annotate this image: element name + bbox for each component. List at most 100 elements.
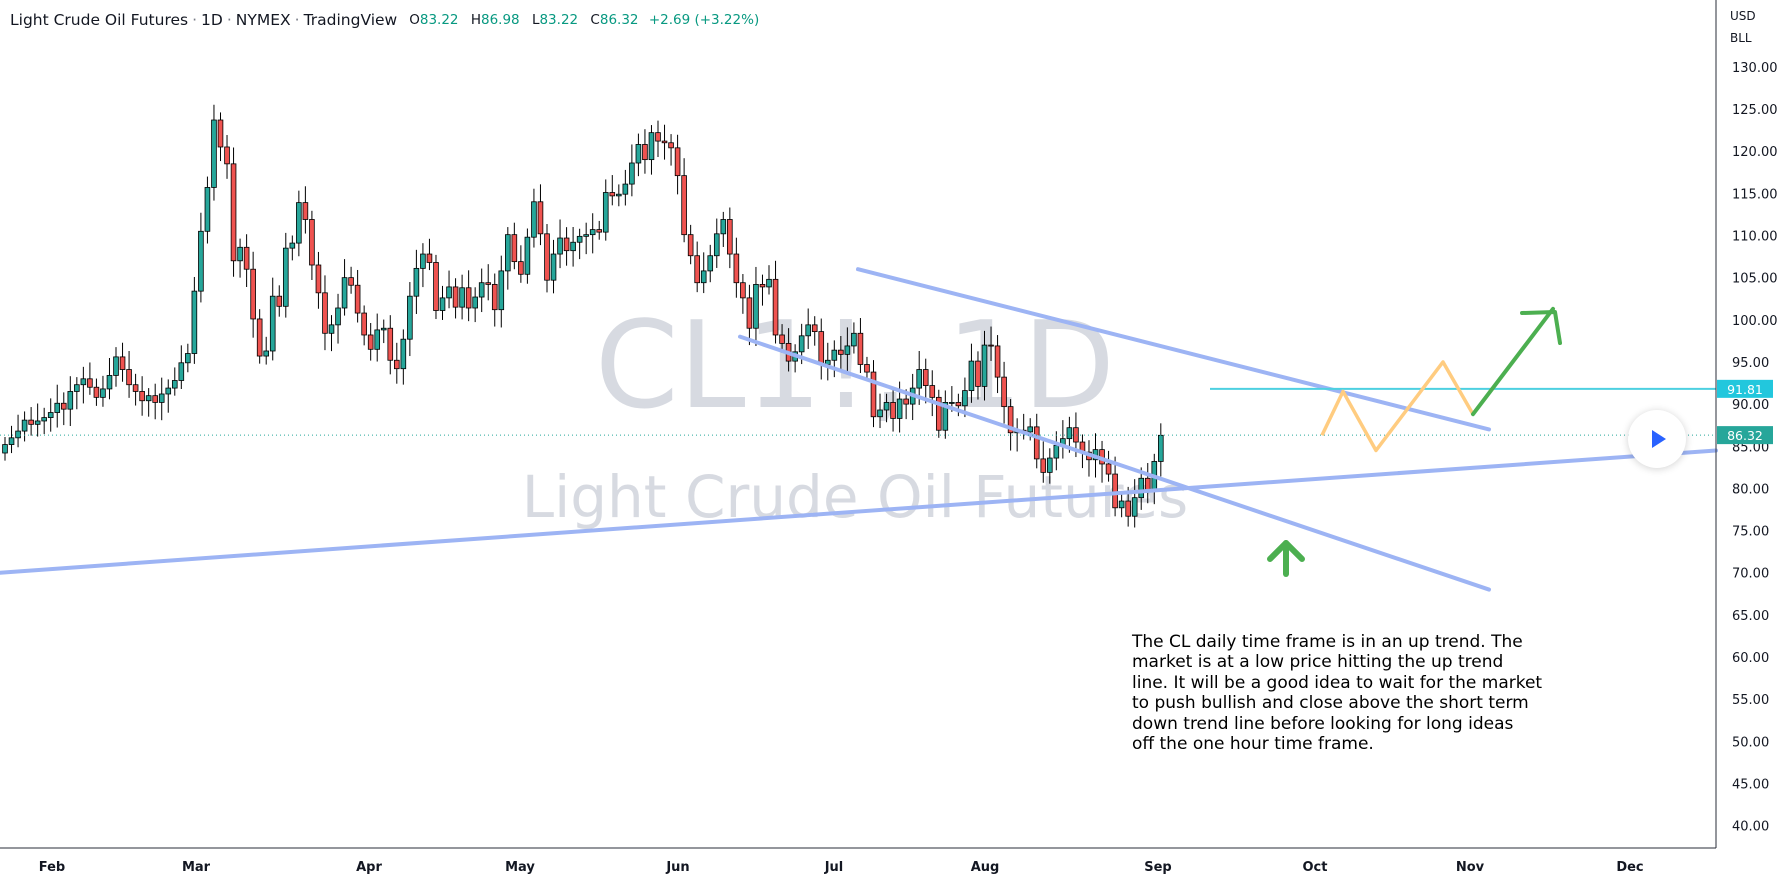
x-tick-label: Nov bbox=[1456, 860, 1485, 875]
candle bbox=[2, 436, 8, 461]
candle-body bbox=[393, 359, 400, 370]
candle bbox=[857, 318, 864, 373]
candle-body bbox=[139, 391, 145, 402]
candle bbox=[263, 336, 269, 365]
candle bbox=[158, 377, 165, 421]
candle bbox=[185, 343, 191, 373]
candle-body bbox=[505, 234, 511, 272]
replay-button[interactable] bbox=[1628, 410, 1686, 468]
candle-body bbox=[818, 331, 825, 365]
candle-body bbox=[629, 162, 635, 185]
candle-body bbox=[322, 292, 328, 334]
candle bbox=[622, 169, 629, 206]
candle-body bbox=[374, 329, 381, 350]
candle bbox=[511, 222, 518, 270]
candle bbox=[975, 351, 981, 400]
candle bbox=[269, 277, 276, 361]
candle-body bbox=[511, 234, 518, 263]
candle-body bbox=[772, 278, 779, 336]
candle bbox=[478, 268, 485, 313]
y-tick-label: 110.00 bbox=[1732, 230, 1778, 245]
candle-body bbox=[935, 396, 942, 431]
candle-body bbox=[74, 384, 80, 392]
candle bbox=[648, 125, 655, 175]
candle-body bbox=[413, 267, 420, 297]
candle-body bbox=[400, 338, 407, 370]
candle bbox=[994, 335, 1001, 394]
candle bbox=[922, 358, 929, 404]
drawings[interactable] bbox=[0, 267, 1718, 592]
symbol-name[interactable]: Light Crude Oil Futures bbox=[10, 11, 189, 29]
candle bbox=[635, 133, 642, 177]
x-tick-label: Dec bbox=[1616, 860, 1643, 875]
candle-body bbox=[700, 270, 707, 284]
candle-body bbox=[459, 287, 465, 308]
candle-body bbox=[276, 295, 283, 307]
candle-body bbox=[491, 283, 498, 311]
candle-body bbox=[87, 378, 93, 388]
candle bbox=[753, 266, 759, 347]
candle-body bbox=[34, 420, 41, 425]
breakout-arrow-head[interactable] bbox=[1520, 310, 1562, 345]
x-tick-label: Aug bbox=[971, 860, 1000, 875]
candle-body bbox=[263, 350, 269, 357]
candle bbox=[1007, 399, 1014, 451]
candle-body bbox=[896, 398, 903, 419]
trend-line[interactable] bbox=[738, 334, 1491, 592]
level-price-badge-bg bbox=[1717, 379, 1773, 398]
x-tick-label: Sep bbox=[1144, 860, 1172, 875]
candle-body bbox=[557, 237, 563, 255]
candle bbox=[727, 207, 733, 269]
candle bbox=[968, 343, 975, 403]
candle bbox=[485, 264, 492, 301]
candle-body bbox=[211, 119, 217, 188]
candle bbox=[629, 144, 635, 197]
up-arrow-head[interactable] bbox=[1267, 540, 1305, 562]
candle bbox=[67, 376, 74, 427]
candle bbox=[165, 379, 172, 413]
candle bbox=[217, 112, 224, 162]
analysis-note[interactable]: The CL daily time frame is in an up tren… bbox=[1132, 632, 1543, 755]
candle-body bbox=[602, 192, 609, 233]
candle-body bbox=[877, 409, 883, 418]
y-tick-label: 55.00 bbox=[1732, 693, 1769, 708]
candle bbox=[805, 308, 811, 349]
candle bbox=[505, 227, 511, 290]
candle bbox=[322, 275, 328, 351]
candle bbox=[602, 179, 609, 241]
candle-body bbox=[472, 296, 478, 309]
candle bbox=[779, 324, 785, 353]
candle bbox=[237, 238, 243, 278]
trend-line[interactable] bbox=[0, 448, 1718, 575]
candle-body bbox=[694, 255, 700, 284]
candle bbox=[524, 228, 531, 284]
trend-line[interactable] bbox=[856, 267, 1491, 432]
candle-body bbox=[354, 284, 361, 314]
candle bbox=[302, 186, 309, 234]
candle-body bbox=[975, 360, 981, 387]
candle bbox=[439, 285, 446, 320]
breakout-arrow[interactable] bbox=[1471, 306, 1555, 417]
candle-body bbox=[178, 362, 185, 381]
candle-body bbox=[171, 380, 178, 389]
x-tick-label: Jul bbox=[824, 860, 844, 875]
candle bbox=[531, 188, 537, 248]
candle bbox=[374, 313, 381, 362]
candle bbox=[132, 373, 139, 406]
candle bbox=[211, 104, 217, 201]
candle-body bbox=[589, 229, 596, 236]
projection-path[interactable] bbox=[1320, 360, 1475, 453]
candle bbox=[1138, 467, 1145, 510]
symbol-header[interactable]: Light Crude Oil Futures · 1D · NYMEX · T… bbox=[10, 9, 765, 31]
candle-body bbox=[929, 385, 936, 398]
candle-body bbox=[713, 233, 720, 257]
candle bbox=[256, 309, 263, 364]
candle bbox=[557, 219, 563, 269]
candle bbox=[491, 273, 498, 327]
candle bbox=[328, 315, 335, 352]
candle-body bbox=[452, 286, 459, 308]
candle-body bbox=[237, 246, 243, 262]
interval-label[interactable]: 1D bbox=[201, 11, 223, 29]
candle bbox=[844, 327, 851, 374]
